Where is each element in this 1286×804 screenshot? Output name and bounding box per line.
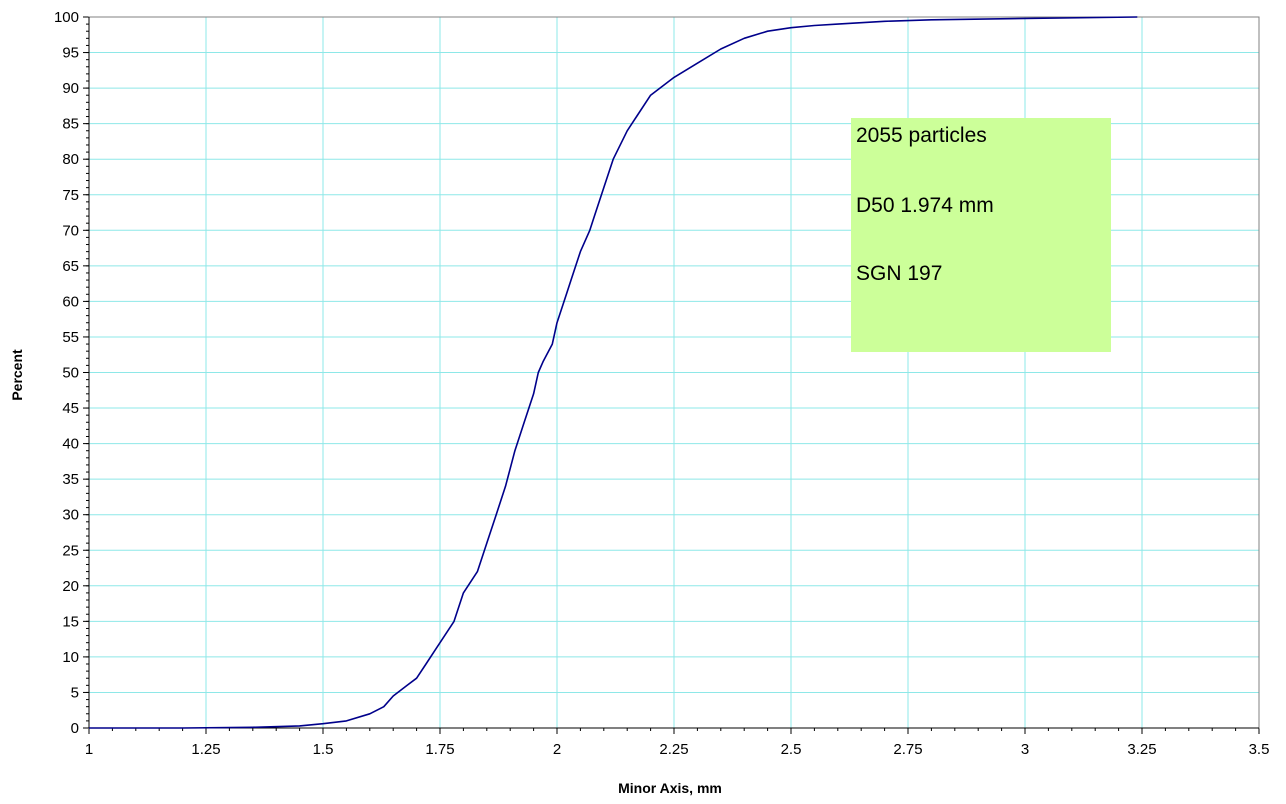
x-tick-label: 1 — [85, 741, 93, 758]
y-tick-label: 10 — [62, 649, 79, 666]
x-tick-label: 1.5 — [313, 741, 334, 758]
y-tick-label: 35 — [62, 471, 79, 488]
x-axis-title: Minor Axis, mm — [618, 780, 722, 796]
x-tick-label: 2.5 — [781, 741, 802, 758]
sgn-text: SGN 197 — [856, 262, 943, 285]
x-tick-labels: 1 1.25 1.5 1.75 2 2.25 2.5 2.75 3 3.25 3.5 — [85, 741, 1270, 758]
y-tick-label: 70 — [62, 222, 79, 239]
y-tick-label: 60 — [62, 293, 79, 310]
plot-frame — [88, 16, 1260, 729]
x-tick-label: 3 — [1021, 741, 1029, 758]
y-tick-label: 30 — [62, 507, 79, 524]
y-tick-label: 80 — [62, 151, 79, 168]
series-layer — [89, 16, 1138, 729]
x-tick-label: 1.25 — [191, 741, 220, 758]
x-tick-label: 2.75 — [893, 741, 922, 758]
y-axis-title: Percent — [9, 349, 25, 401]
x-tick-label: 3.5 — [1249, 741, 1270, 758]
x-tick-label: 2 — [553, 741, 561, 758]
x-tick-label: 1.75 — [425, 741, 454, 758]
y-tick-label: 20 — [62, 578, 79, 595]
y-tick-label: 40 — [62, 436, 79, 453]
y-tick-labels: 0 5 10 15 20 25 30 35 40 45 50 55 60 65 70 75 80 85 90 95 10… — [54, 9, 79, 737]
y-tick-label: 85 — [62, 116, 79, 133]
y-tick-label: 55 — [62, 329, 79, 346]
y-tick-label: 100 — [54, 9, 79, 26]
y-tick-label: 75 — [62, 187, 79, 204]
x-tick-label: 3.25 — [1127, 741, 1156, 758]
y-tick-label: 25 — [62, 542, 79, 559]
y-tick-label: 65 — [62, 258, 79, 275]
y-tick-label: 15 — [62, 613, 79, 630]
y-tick-label: 0 — [71, 720, 79, 737]
y-tick-label: 90 — [62, 80, 79, 97]
x-tick-label: 2.25 — [659, 741, 688, 758]
y-tick-label: 95 — [62, 45, 79, 62]
y-tick-label: 50 — [62, 365, 79, 382]
particle-count-text: 2055 particles — [856, 124, 987, 147]
y-tick-label: 45 — [62, 400, 79, 417]
summary-annotation-box: 2055 particles D50 1.974 mm SGN 197 — [851, 118, 1111, 352]
cumulative-curve — [89, 16, 1138, 729]
d50-text: D50 1.974 mm — [856, 194, 994, 217]
y-tick-label: 5 — [71, 684, 79, 701]
